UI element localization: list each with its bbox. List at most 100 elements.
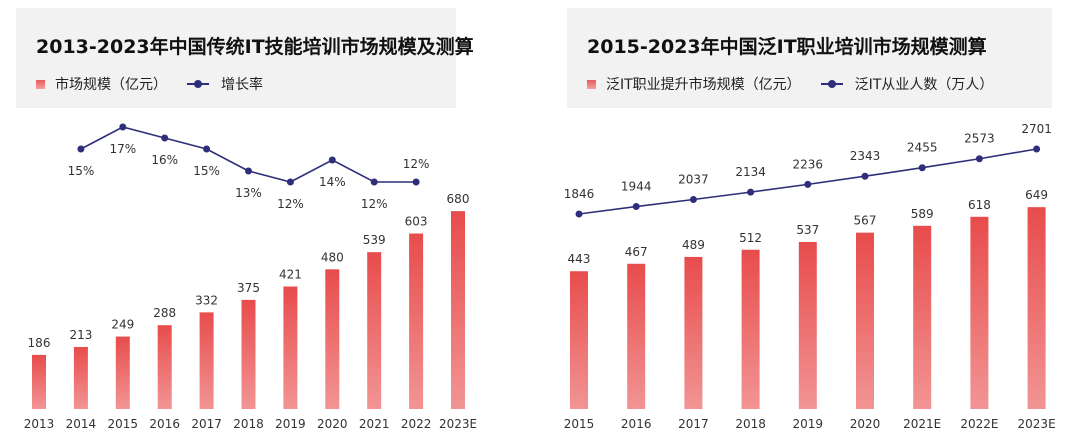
- bar-value-label: 567: [854, 214, 877, 228]
- right-chart-header: 2015-2023年中国泛IT职业培训市场规模测算 泛IT职业提升市场规模（亿元…: [567, 8, 1052, 108]
- bar-value-label: 288: [153, 306, 176, 320]
- bar: [856, 232, 874, 409]
- line-point: [918, 164, 926, 172]
- left-chart-legend: 市场规模（亿元） 增长率: [36, 74, 263, 94]
- line-point: [975, 155, 983, 163]
- line-value-label: 13%: [235, 186, 262, 200]
- line-point: [689, 195, 697, 203]
- x-tick-label: 2023E: [1018, 417, 1056, 431]
- right-chart-title: 2015-2023年中国泛IT职业培训市场规模测算: [587, 36, 987, 58]
- bar: [627, 263, 646, 409]
- left-chart-title: 2013-2023年中国传统IT技能培训市场规模及测算: [36, 36, 474, 58]
- bar: [913, 225, 932, 409]
- line-value-label: 2455: [907, 141, 938, 155]
- line-point: [747, 188, 755, 196]
- x-tick-label: 2018: [233, 417, 264, 431]
- x-tick-label: 2022: [401, 417, 432, 431]
- bar: [115, 336, 130, 409]
- line-point: [575, 210, 583, 218]
- line-value-label: 14%: [319, 175, 346, 189]
- line-point: [203, 145, 211, 153]
- x-tick-label: 2023E: [439, 417, 477, 431]
- x-tick-label: 2021: [359, 417, 390, 431]
- bar: [1027, 207, 1046, 409]
- bar-value-label: 186: [28, 336, 51, 350]
- bar-value-label: 467: [625, 245, 648, 259]
- x-tick-label: 2018: [735, 417, 766, 431]
- x-tick-label: 2019: [793, 417, 824, 431]
- x-tick-label: 2019: [275, 417, 306, 431]
- legend-bar-label: 市场规模（亿元）: [55, 77, 167, 93]
- line-point: [286, 178, 294, 186]
- bar-value-label: 421: [279, 267, 302, 281]
- bar-value-label: 537: [796, 223, 819, 237]
- bar: [73, 347, 88, 409]
- bar-value-label: 512: [739, 231, 762, 245]
- line-point: [328, 156, 336, 164]
- bar-value-label: 539: [363, 233, 386, 247]
- line-value-label: 17%: [109, 142, 136, 156]
- x-tick-label: 2017: [191, 417, 222, 431]
- x-tick-label: 2015: [108, 417, 139, 431]
- bar-value-label: 618: [968, 198, 991, 212]
- line-legend-marker: [187, 80, 209, 88]
- bar: [199, 312, 214, 409]
- x-tick-label: 2013: [24, 417, 55, 431]
- x-tick-label: 2015: [564, 417, 595, 431]
- legend-line-label: 泛IT从业人数（万人）: [854, 77, 994, 93]
- bar-value-label: 213: [69, 328, 92, 342]
- line-value-label: 12%: [361, 197, 388, 211]
- bar: [157, 325, 172, 409]
- line-point: [1033, 145, 1041, 153]
- x-tick-label: 2016: [149, 417, 180, 431]
- bar: [283, 286, 298, 409]
- bar: [409, 233, 424, 409]
- bar-value-label: 332: [195, 293, 218, 307]
- bar: [367, 252, 382, 409]
- x-tick-label: 2020: [317, 417, 348, 431]
- line-value-label: 2236: [793, 157, 824, 171]
- bar: [32, 354, 46, 409]
- bar-value-label: 649: [1025, 188, 1048, 202]
- line-point: [119, 123, 127, 131]
- bar-legend-swatch: [587, 79, 596, 89]
- line-value-label: 2134: [735, 165, 766, 179]
- bar: [741, 249, 760, 409]
- bar: [570, 271, 588, 409]
- bar: [241, 299, 256, 409]
- line-value-label: 2037: [678, 172, 709, 186]
- line-point: [161, 134, 169, 142]
- legend-line-label: 增长率: [221, 77, 263, 93]
- right-chart-legend: 泛IT职业提升市场规模（亿元） 泛IT从业人数（万人）: [587, 74, 993, 94]
- bar-value-label: 443: [568, 252, 591, 266]
- line-value-label: 2343: [850, 149, 881, 163]
- bar-value-label: 480: [321, 250, 344, 264]
- line-legend-marker: [820, 80, 843, 88]
- line-point: [245, 167, 252, 175]
- bar-value-label: 489: [682, 238, 705, 252]
- x-tick-label: 2014: [66, 417, 97, 431]
- bar-legend-swatch: [36, 79, 45, 89]
- line-value-label: 1846: [564, 187, 595, 201]
- line-value-label: 15%: [193, 164, 220, 178]
- bar-value-label: 589: [911, 207, 934, 221]
- line-value-label: 15%: [68, 164, 95, 178]
- bar-value-label: 603: [405, 215, 428, 229]
- line-value-label: 12%: [277, 197, 304, 211]
- x-tick-label: 2021E: [903, 417, 941, 431]
- line-point: [861, 172, 869, 180]
- line-value-label: 16%: [151, 153, 178, 167]
- line-point: [412, 178, 420, 186]
- x-tick-label: 2017: [678, 417, 709, 431]
- bar-value-label: 680: [447, 192, 470, 206]
- line-value-label: 2701: [1021, 122, 1052, 136]
- bar: [684, 256, 703, 409]
- line-point: [804, 180, 812, 188]
- line-point: [632, 203, 640, 211]
- line-value-label: 1944: [621, 180, 652, 194]
- bar: [970, 216, 989, 409]
- line-point: [370, 178, 378, 186]
- bar-value-label: 375: [237, 281, 260, 295]
- left-chart-header: 2013-2023年中国传统IT技能培训市场规模及测算 市场规模（亿元） 增长率: [16, 8, 474, 108]
